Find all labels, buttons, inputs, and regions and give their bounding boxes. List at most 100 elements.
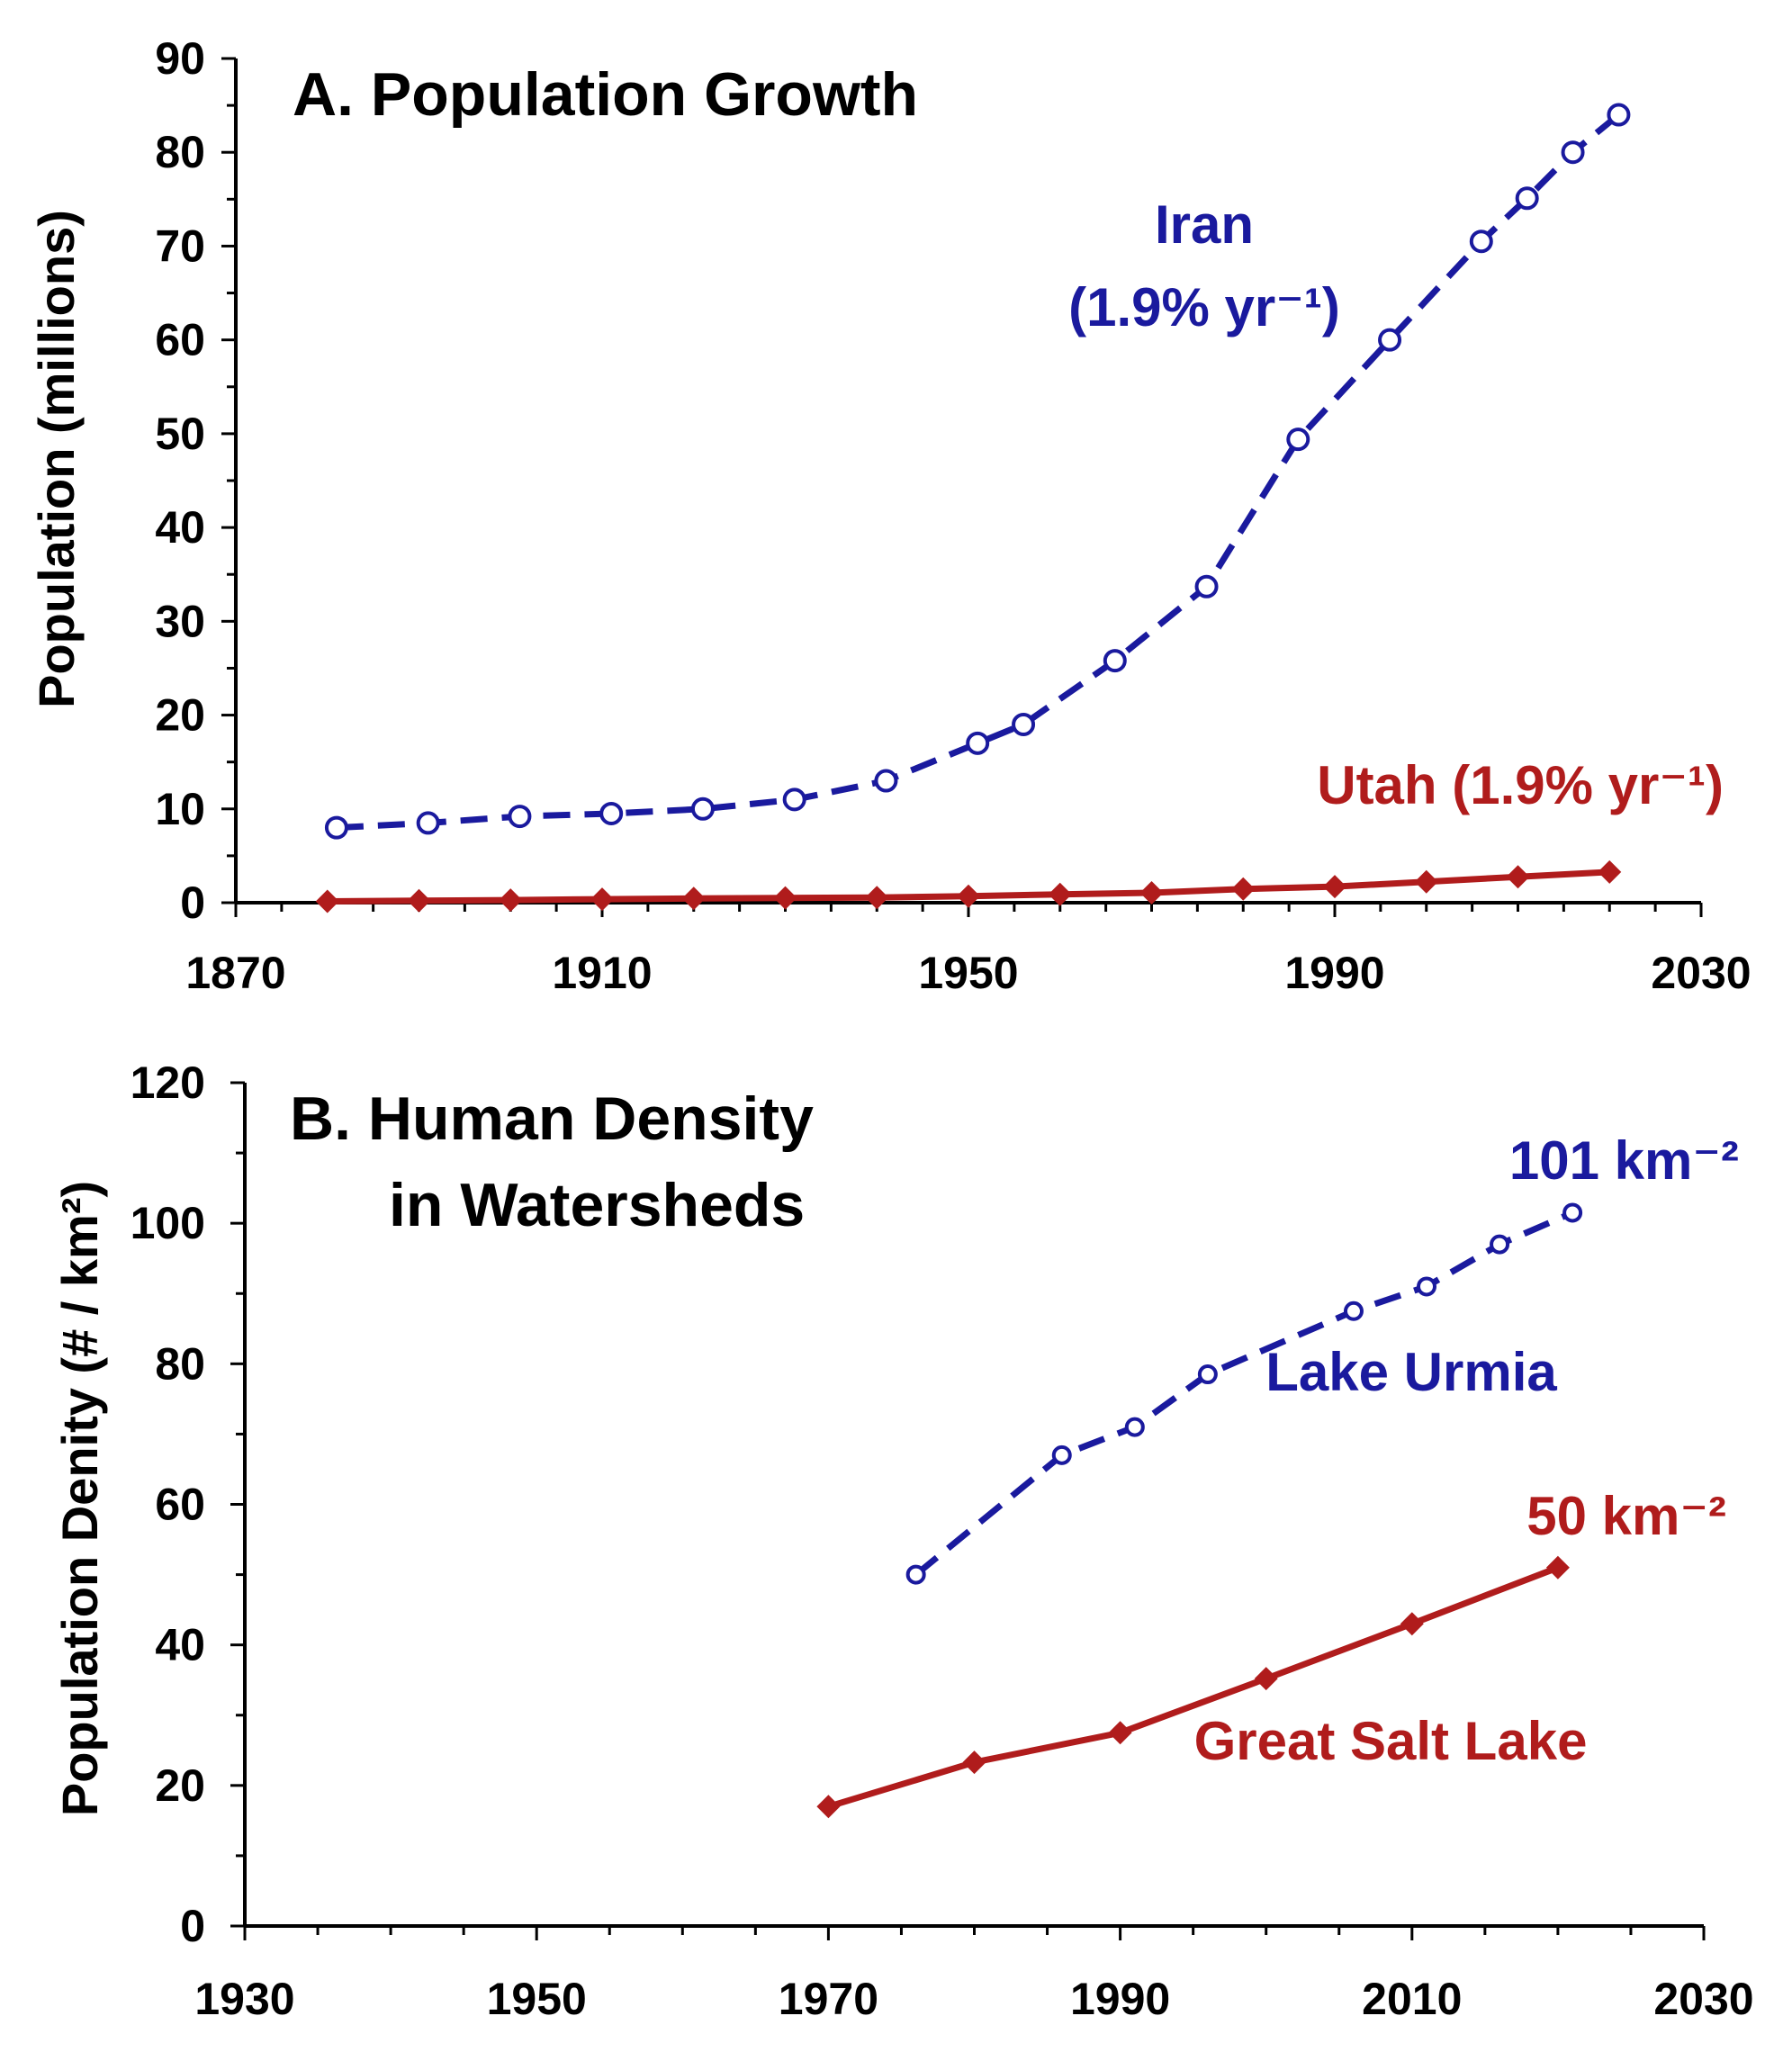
panel-b-human-density: 0 20 40 60 80 100 120 1930 1950 1970 1990 2010 2030… (51, 1058, 1754, 2024)
iran-point (874, 769, 898, 793)
iran-point (1561, 140, 1585, 165)
x-tick-label: 1870 (185, 948, 285, 998)
utah-1-9-yr-point (1048, 882, 1072, 906)
utah-1-9-yr-point (407, 888, 431, 913)
x-tick-label: 1950 (918, 948, 1018, 998)
lake-urmia-point (1343, 1300, 1364, 1321)
lake-urmia-point (1417, 1276, 1437, 1297)
lake-urmia-point (1051, 1444, 1072, 1465)
panel-b-title-line-1: B. Human Density (290, 1084, 814, 1153)
utah-1-9-yr-point (1139, 880, 1164, 904)
y-tick-label: 40 (155, 1620, 205, 1670)
utah-1-9-yr-point (865, 886, 889, 910)
iran-point (416, 811, 440, 835)
y-tick-label: 90 (155, 33, 205, 84)
iran-point (1286, 428, 1310, 452)
x-tick-label: 1950 (487, 1974, 587, 2024)
iran-point (1607, 103, 1631, 127)
panel-b-y-tick-labels: 0 20 40 60 80 100 120 (131, 1058, 205, 1951)
lake-urmia-point (1562, 1202, 1583, 1223)
utah-1-9-yr-point (499, 888, 523, 913)
y-tick-label: 0 (180, 1901, 205, 1951)
utah-1-9-yr-point (1323, 875, 1346, 899)
iran-point (782, 788, 806, 812)
x-tick-label: 1930 (194, 1974, 294, 2024)
iran-point (1194, 574, 1219, 598)
iran-point (324, 815, 348, 840)
utah-1-9-yr-point (1231, 877, 1256, 901)
utah-1-9-yr-point (773, 886, 797, 910)
lake-urmia-line (914, 1210, 1574, 1578)
lake-urmia-end-label: 101 km⁻² (1509, 1130, 1739, 1191)
great-salt-lake-series-label: Great Salt Lake (1194, 1711, 1588, 1771)
x-tick-label: 1910 (552, 948, 652, 998)
iran-point (966, 731, 990, 755)
y-tick-label: 10 (155, 784, 205, 834)
panel-b-axes (230, 1081, 1706, 1940)
x-tick-label: 1970 (779, 1974, 878, 2024)
x-tick-label: 2010 (1362, 1974, 1462, 2024)
utah-1-9-yr-point (1598, 860, 1622, 884)
great-salt-lake-point (962, 1750, 986, 1775)
utah-series-label: Utah (1.9% yr⁻¹) (1317, 755, 1724, 815)
y-tick-label: 30 (155, 596, 205, 646)
iran-point (1469, 230, 1493, 254)
iran-point (1012, 712, 1036, 736)
iran-point (690, 796, 715, 821)
panel-a-series (315, 103, 1631, 914)
great-salt-lake-point (1108, 1721, 1132, 1745)
utah-1-9-yr-point (681, 886, 706, 911)
y-tick-label: 120 (131, 1058, 205, 1108)
panel-a-y-axis-title: Population (millions) (28, 210, 85, 708)
utah-1-9-yr-point (590, 887, 614, 912)
x-tick-label: 2030 (1651, 948, 1751, 998)
panel-b-title-line-2: in Watersheds (389, 1171, 805, 1239)
utah-1-9-yr-point (315, 889, 339, 914)
great-salt-lake-end-label: 50 km⁻² (1526, 1486, 1726, 1546)
panel-a-x-tick-labels: 1870 1910 1950 1990 2030 (185, 948, 1751, 998)
lake-urmia-series-label: Lake Urmia (1265, 1342, 1557, 1402)
lake-urmia-point (1124, 1417, 1145, 1437)
iran-point (508, 805, 532, 829)
y-tick-label: 20 (155, 1760, 205, 1811)
great-salt-lake-point (1254, 1667, 1278, 1691)
y-tick-label: 40 (155, 502, 205, 553)
y-tick-label: 0 (180, 878, 205, 928)
x-tick-label: 2030 (1653, 1974, 1753, 2024)
panel-b-series (816, 1202, 1583, 1819)
panel-a-y-tick-labels: 0 10 20 30 40 50 60 70 80 90 (155, 33, 205, 928)
panel-b-y-axis-title: Population Denity (# / km²) (51, 1181, 108, 1816)
great-salt-lake-point (816, 1795, 841, 1819)
lake-urmia-point (905, 1564, 926, 1585)
iran-point (1515, 186, 1539, 211)
y-tick-label: 20 (155, 690, 205, 741)
x-tick-label: 1990 (1284, 948, 1384, 998)
iran-point (1103, 649, 1127, 673)
y-tick-label: 80 (155, 1338, 205, 1389)
utah-1-9-yr-point (957, 884, 980, 908)
lake-urmia-point (1197, 1364, 1218, 1385)
great-salt-lake-point (1400, 1612, 1424, 1636)
y-tick-label: 60 (155, 1480, 205, 1530)
panel-b-x-tick-labels: 1930 1950 1970 1990 2010 2030 (194, 1974, 1753, 2024)
y-tick-label: 70 (155, 220, 205, 271)
y-tick-label: 100 (131, 1198, 205, 1248)
utah-1-9-yr-point (1506, 865, 1530, 889)
great-salt-lake-point (1545, 1555, 1570, 1580)
iran-point (1378, 328, 1402, 352)
iran-series-label: Iran (1155, 194, 1254, 255)
utah-1-9-yr-point (1414, 869, 1438, 894)
iran-growth-rate-label: (1.9% yr⁻¹) (1068, 277, 1340, 338)
panel-a-title: A. Population Growth (293, 60, 918, 129)
y-tick-label: 50 (155, 409, 205, 459)
lake-urmia-point (1490, 1234, 1510, 1255)
x-tick-label: 1990 (1070, 1974, 1170, 2024)
iran-point (599, 801, 624, 825)
y-tick-label: 80 (155, 127, 205, 177)
great-salt-lake-line (827, 1564, 1560, 1810)
y-tick-label: 60 (155, 315, 205, 365)
iran-line (336, 112, 1621, 832)
